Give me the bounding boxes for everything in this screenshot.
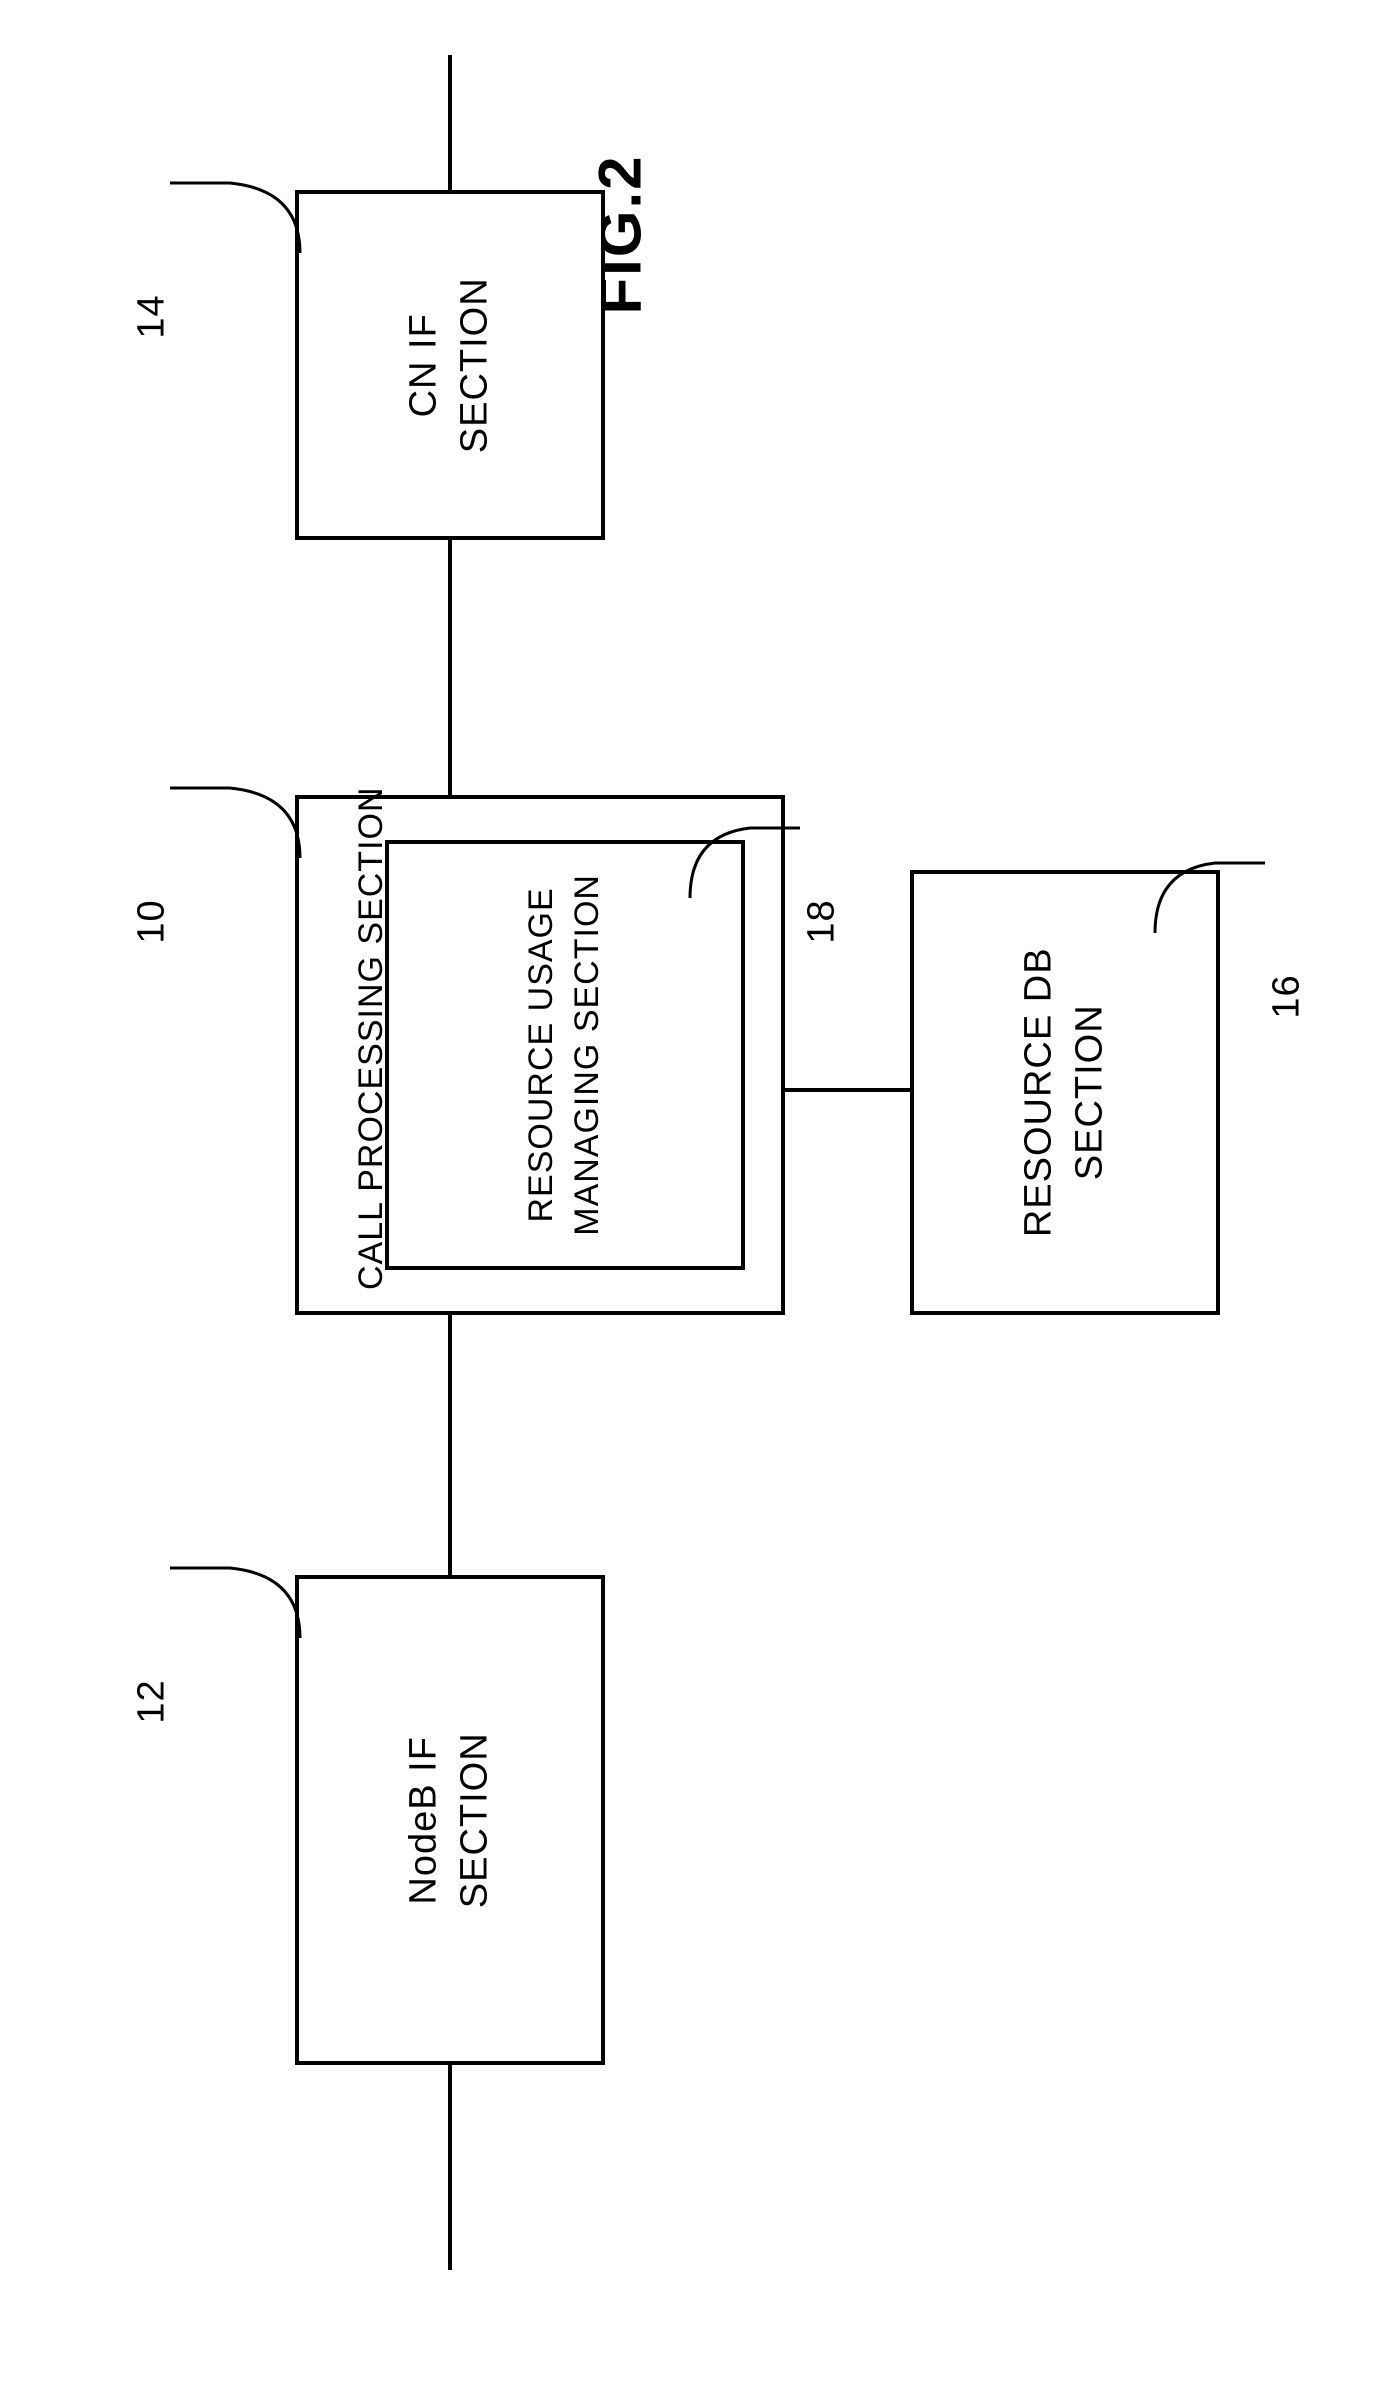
resource-db-section-box: RESOURCE DB SECTION [910, 870, 1220, 1315]
connector-top [448, 55, 452, 190]
nodeb-if-section-label: NodeB IF SECTION [399, 1732, 502, 1908]
connector-call-db [785, 1088, 910, 1092]
lead-line-12 [170, 1560, 310, 1640]
ref-14: 14 [131, 294, 174, 338]
lead-line-16 [1155, 855, 1275, 935]
cn-if-section-box: CN IF SECTION [295, 190, 605, 540]
resource-usage-managing-section-label: RESOURCE USAGE MANAGING SECTION [519, 874, 611, 1236]
lead-line-10 [170, 780, 310, 860]
connector-bottom [448, 2065, 452, 2270]
resource-usage-managing-section-box: RESOURCE USAGE MANAGING SECTION [385, 840, 745, 1270]
ref-18: 18 [801, 899, 844, 943]
ref-12: 12 [131, 1679, 174, 1723]
resource-db-section-label: RESOURCE DB SECTION [1014, 948, 1117, 1238]
connector-cn-call [448, 540, 452, 795]
connector-call-nodeb [448, 1315, 452, 1575]
cn-if-section-label: CN IF SECTION [399, 277, 502, 453]
ref-10: 10 [131, 899, 174, 943]
lead-line-18 [690, 820, 810, 900]
ref-16: 16 [1266, 974, 1309, 1018]
nodeb-if-section-box: NodeB IF SECTION [295, 1575, 605, 2065]
lead-line-14 [170, 175, 310, 255]
